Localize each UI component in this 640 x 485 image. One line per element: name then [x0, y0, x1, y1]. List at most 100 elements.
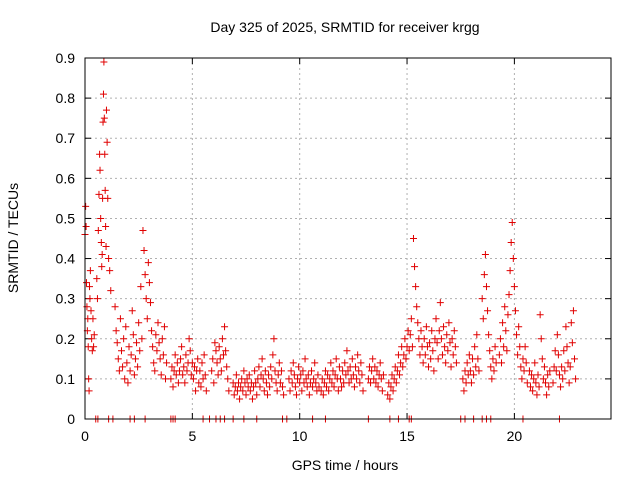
data-point [111, 303, 119, 311]
data-point [297, 371, 305, 379]
data-point [149, 343, 157, 351]
data-point [510, 283, 518, 291]
data-point [267, 363, 275, 371]
data-point [199, 375, 207, 383]
data-point [93, 275, 101, 283]
data-point [209, 355, 217, 363]
data-point [495, 351, 503, 359]
y-axis-label: SRMTID / TECUs [5, 183, 21, 293]
data-point [138, 335, 146, 343]
data-point [325, 387, 333, 395]
data-point [463, 359, 471, 367]
data-point [192, 387, 200, 395]
data-point [561, 367, 569, 375]
data-point [566, 363, 574, 371]
data-point [237, 383, 245, 391]
x-tick-label: 0 [81, 428, 89, 444]
data-point [553, 331, 561, 339]
data-point [88, 347, 96, 355]
data-point [559, 375, 567, 383]
y-tick-label: 0.7 [56, 130, 76, 146]
data-point [534, 371, 542, 379]
data-point [153, 347, 161, 355]
data-point [116, 315, 124, 323]
data-point [522, 359, 530, 367]
data-point [288, 379, 296, 387]
data-point [168, 363, 176, 371]
data-point [460, 387, 468, 395]
y-tick-label: 0.3 [56, 291, 76, 307]
data-point [551, 347, 559, 355]
data-point [85, 387, 93, 395]
data-point [123, 359, 131, 367]
data-point [275, 359, 283, 367]
data-point [377, 375, 385, 383]
data-point [300, 379, 308, 387]
data-point [103, 138, 111, 146]
data-point [146, 299, 154, 307]
x-tick-label: 10 [292, 428, 308, 444]
data-point [446, 339, 454, 347]
data-point [305, 391, 313, 399]
data-point [544, 371, 552, 379]
data-point [86, 267, 94, 275]
data-point [419, 359, 427, 367]
data-point [241, 379, 249, 387]
data-point [86, 295, 94, 303]
data-point [555, 371, 563, 379]
data-point [198, 359, 206, 367]
data-point [208, 367, 216, 375]
data-point [240, 367, 248, 375]
data-point [315, 383, 323, 391]
data-point [277, 367, 285, 375]
data-point [312, 379, 320, 387]
data-point [404, 327, 412, 335]
data-point [467, 379, 475, 387]
data-point [255, 363, 263, 371]
data-point [93, 295, 101, 303]
data-point [260, 387, 268, 395]
x-tick-label: 15 [399, 428, 415, 444]
data-point [163, 359, 171, 367]
data-point [87, 307, 95, 315]
data-point [196, 367, 204, 375]
data-point [239, 387, 247, 395]
data-point [438, 351, 446, 359]
data-point [385, 379, 393, 387]
data-point [451, 343, 459, 351]
data-point [200, 351, 208, 359]
data-point [482, 283, 490, 291]
data-point [474, 355, 482, 363]
data-point [311, 359, 319, 367]
data-point [434, 355, 442, 363]
data-point [152, 331, 160, 339]
data-point [236, 395, 244, 403]
data-point [354, 351, 362, 359]
data-point [317, 387, 325, 395]
data-point [558, 363, 566, 371]
data-point [426, 339, 434, 347]
data-point [388, 371, 396, 379]
data-point [479, 315, 487, 323]
data-point [100, 114, 108, 122]
data-point [428, 327, 436, 335]
data-point [537, 335, 545, 343]
data-point [331, 371, 339, 379]
data-point [106, 267, 114, 275]
data-point [178, 343, 186, 351]
data-point [480, 271, 488, 279]
data-point [175, 367, 183, 375]
data-point [384, 391, 392, 399]
data-point [257, 371, 265, 379]
data-point [112, 327, 120, 335]
data-point [529, 387, 537, 395]
data-point [188, 359, 196, 367]
data-point [285, 375, 293, 383]
data-point [484, 307, 492, 315]
data-point [230, 391, 238, 399]
data-point [174, 379, 182, 387]
data-point [359, 387, 367, 395]
data-point [370, 375, 378, 383]
data-point [279, 383, 287, 391]
data-point [514, 351, 522, 359]
